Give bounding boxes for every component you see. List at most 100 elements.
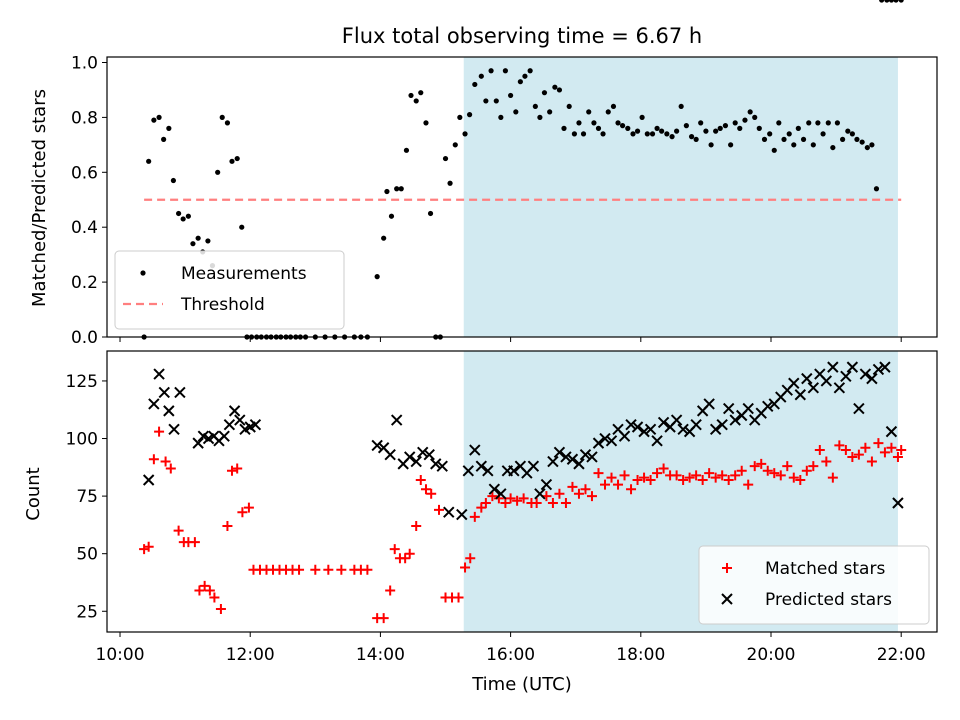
matched-stars-point bbox=[480, 498, 491, 509]
y-tick-label: 0.2 bbox=[71, 273, 98, 293]
matched-stars-point bbox=[600, 479, 610, 490]
measurement-point bbox=[156, 114, 162, 120]
matched-stars-point bbox=[749, 461, 760, 472]
measurement-point bbox=[408, 92, 414, 99]
predicted-stars-point bbox=[716, 418, 728, 431]
matched-stars-point bbox=[143, 541, 154, 552]
predicted-stars-point bbox=[586, 451, 598, 463]
matched-stars-point bbox=[426, 488, 437, 499]
matched-stars-point bbox=[879, 447, 890, 458]
axes-frame bbox=[106, 350, 938, 633]
y-tick-label: 1.0 bbox=[71, 53, 98, 73]
measurement-point bbox=[170, 177, 176, 184]
predicted-stars-point bbox=[638, 425, 650, 438]
matched-stars-point bbox=[160, 456, 171, 467]
predicted-stars-point bbox=[153, 368, 165, 380]
measurement-point bbox=[761, 136, 768, 142]
matched-stars-point bbox=[678, 474, 689, 485]
measurement-point bbox=[767, 131, 773, 137]
measurement-point bbox=[864, 144, 870, 151]
measurement-point bbox=[483, 98, 489, 104]
matched-stars-point bbox=[560, 498, 571, 509]
measurement-point bbox=[195, 235, 201, 241]
measurement-point bbox=[229, 158, 235, 164]
matched-stars-point bbox=[323, 564, 334, 575]
predicted-stars-point bbox=[729, 414, 741, 426]
legend-plus-marker bbox=[722, 563, 732, 573]
matched-stars-point bbox=[801, 465, 812, 476]
measurement-point bbox=[493, 98, 499, 104]
matched-stars-point bbox=[613, 479, 624, 490]
measurement-point bbox=[442, 155, 449, 162]
matched-stars-point bbox=[580, 484, 591, 495]
measurement-point bbox=[591, 120, 597, 126]
predicted-stars-point bbox=[488, 483, 501, 495]
measurement-point bbox=[384, 188, 390, 195]
measurement-point bbox=[239, 224, 245, 230]
measurement-point bbox=[398, 186, 404, 192]
measurement-point bbox=[502, 68, 508, 74]
matched-stars-point bbox=[465, 553, 476, 564]
predicted-stars-point bbox=[228, 405, 241, 417]
measurement-point bbox=[752, 114, 758, 120]
measurement-point bbox=[452, 142, 458, 148]
x-tick-label: 22:00 bbox=[877, 645, 926, 665]
ratio-panel: 0.0 0.2 0.4 0.6 0.8 1.0 Measurements Threshold bbox=[71, 0, 938, 348]
measurement-point bbox=[693, 136, 699, 142]
measurement-point bbox=[586, 109, 592, 115]
measurement-point bbox=[394, 186, 400, 192]
legend-x-marker bbox=[721, 593, 733, 605]
measurement-point bbox=[781, 136, 787, 142]
measurement-point bbox=[840, 136, 846, 142]
predicted-stars-point bbox=[142, 474, 155, 486]
matched-stars-point bbox=[139, 544, 150, 555]
matched-stars-point bbox=[762, 465, 773, 476]
legend-box bbox=[698, 545, 930, 625]
measurement-point bbox=[625, 125, 631, 131]
predicted-stars-point bbox=[508, 465, 520, 477]
matched-stars-point bbox=[415, 474, 426, 485]
predicted-stars-point bbox=[833, 382, 846, 394]
measurement-point bbox=[580, 131, 587, 137]
predicted-stars-point bbox=[560, 451, 572, 463]
matched-stars-point bbox=[671, 470, 682, 481]
predicted-stars-point bbox=[423, 448, 435, 461]
matched-stars-point bbox=[840, 445, 851, 456]
measurement-point bbox=[688, 134, 695, 140]
x-tick-label: 18:00 bbox=[616, 645, 665, 665]
matched-stars-point bbox=[632, 474, 643, 485]
measurement-point bbox=[462, 131, 468, 137]
predicted-stars-point bbox=[853, 402, 865, 415]
matched-stars-point bbox=[866, 456, 877, 467]
measurement-point bbox=[742, 117, 748, 123]
measurement-point bbox=[381, 235, 387, 241]
predicted-stars-point bbox=[469, 444, 481, 456]
measurement-point bbox=[513, 109, 519, 115]
predicted-stars-point bbox=[223, 418, 236, 431]
measurement-point bbox=[224, 120, 231, 126]
observing-span-shade bbox=[463, 57, 898, 337]
legend-box bbox=[114, 250, 345, 330]
matched-stars-point bbox=[873, 438, 884, 449]
y-tick-label: 75 bbox=[76, 487, 98, 507]
measurement-point bbox=[849, 131, 855, 137]
matched-stars-point bbox=[645, 474, 656, 485]
matched-stars-point bbox=[336, 564, 347, 575]
matched-stars-point bbox=[639, 472, 650, 483]
measurement-point bbox=[541, 90, 548, 96]
matched-stars-point bbox=[310, 564, 321, 575]
measurement-point bbox=[532, 103, 538, 110]
predicted-stars-point bbox=[703, 398, 715, 410]
measurement-point bbox=[488, 68, 494, 74]
measurement-point bbox=[873, 186, 880, 192]
measurement-point bbox=[854, 136, 860, 142]
matched-stars-point bbox=[500, 498, 511, 509]
measurement-point bbox=[732, 120, 738, 126]
matched-stars-point bbox=[717, 470, 728, 481]
matched-stars-point bbox=[775, 470, 786, 481]
ratio-y-axis-label: Matched/Predicted stars bbox=[29, 89, 50, 307]
predicted-stars-point bbox=[174, 386, 186, 399]
measurement-point bbox=[776, 120, 782, 126]
measurement-point bbox=[728, 142, 734, 148]
matched-stars-point bbox=[389, 544, 400, 555]
